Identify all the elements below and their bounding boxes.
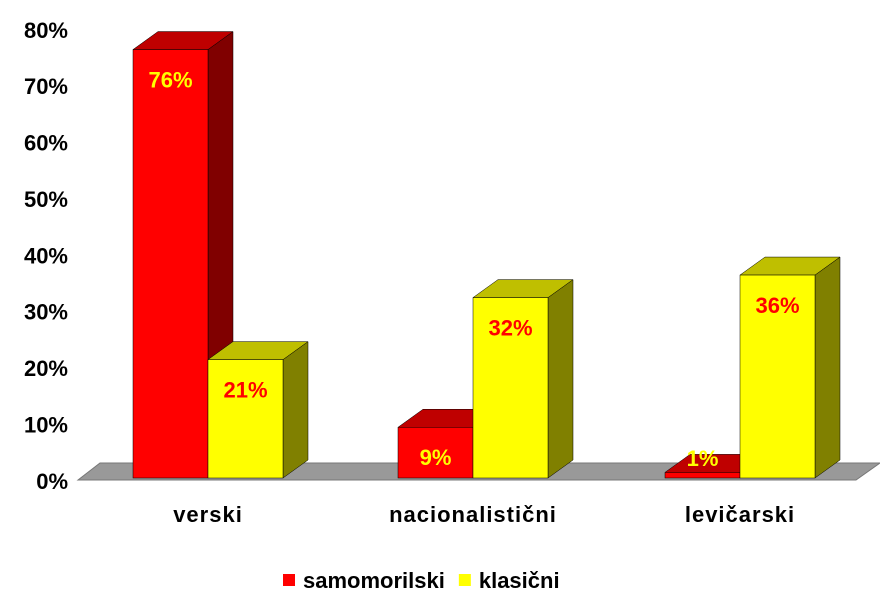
x-tick-label: levičarski xyxy=(685,502,795,527)
value-label: 1% xyxy=(687,446,719,471)
value-label: 21% xyxy=(223,377,267,402)
bar-side xyxy=(547,279,574,479)
value-label: 36% xyxy=(755,293,799,318)
bar-front xyxy=(397,427,474,479)
legend-label: samomorilski xyxy=(303,568,445,593)
y-tick-label: 80% xyxy=(24,18,68,43)
y-tick-label: 40% xyxy=(24,243,68,268)
y-tick-label: 10% xyxy=(24,412,68,437)
bar-front xyxy=(472,297,549,479)
bar-front xyxy=(207,359,284,479)
bar xyxy=(739,256,841,479)
bar xyxy=(132,31,234,479)
x-tick-label: verski xyxy=(173,502,243,527)
legend-swatch xyxy=(458,574,471,586)
bar-front xyxy=(739,274,816,479)
y-tick-label: 20% xyxy=(24,356,68,381)
y-tick-label: 60% xyxy=(24,131,68,156)
value-label: 32% xyxy=(488,315,532,340)
value-label: 9% xyxy=(420,445,452,470)
legend-label: klasični xyxy=(479,568,560,593)
y-tick-label: 0% xyxy=(36,469,68,494)
y-tick-label: 30% xyxy=(24,300,68,325)
bar-front xyxy=(664,472,741,479)
legend-swatch xyxy=(283,574,295,586)
bar-front xyxy=(132,49,209,479)
bar-side xyxy=(814,256,841,479)
x-tick-label: nacionalistični xyxy=(389,502,557,527)
bar xyxy=(472,279,574,479)
bar xyxy=(207,341,309,479)
value-label: 76% xyxy=(148,67,192,92)
y-tick-label: 70% xyxy=(24,74,68,99)
y-tick-label: 50% xyxy=(24,187,68,212)
bar-side xyxy=(282,341,309,479)
